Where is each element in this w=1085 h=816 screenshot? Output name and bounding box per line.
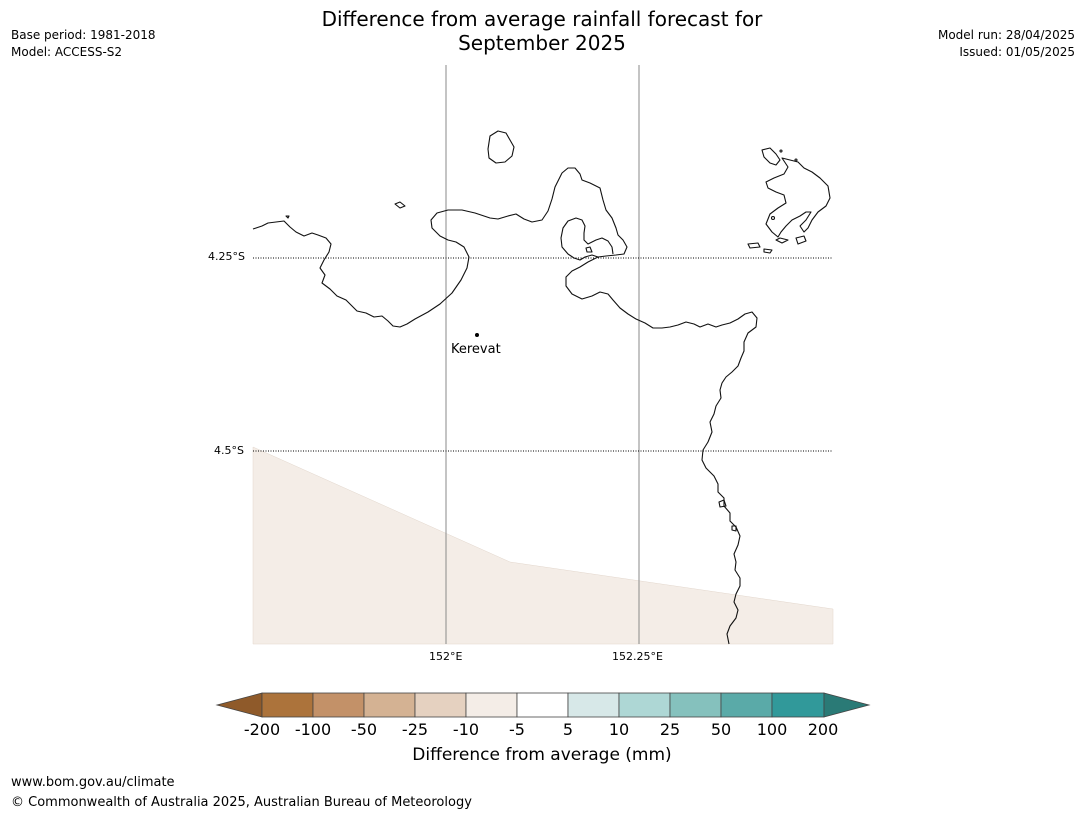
colorbar-bin-4 — [414, 692, 467, 718]
title-line-1: Difference from average rainfall forecas… — [321, 7, 763, 31]
colorbar-tick: 100 — [756, 720, 788, 739]
colorbar-tick: 200 — [807, 720, 839, 739]
colorbar-tick: 10 — [608, 720, 630, 739]
colorbar-extend-low — [215, 692, 263, 718]
colorbar-tick: -100 — [294, 720, 332, 739]
colorbar-tick: 50 — [710, 720, 732, 739]
colorbar-tick: 25 — [659, 720, 681, 739]
meta-left: Base period: 1981-2018 Model: ACCESS-S2 — [11, 27, 156, 61]
colorbar-extend-high — [823, 692, 871, 718]
colorbar-bin-7 — [567, 692, 620, 718]
issued-text: Issued: 01/05/2025 — [959, 45, 1075, 59]
copyright-text: © Commonwealth of Australia 2025, Austra… — [11, 795, 472, 810]
colorbar-tick: -200 — [243, 720, 281, 739]
colorbar-tick: -5 — [509, 720, 525, 739]
colorbar-bin-3 — [363, 692, 416, 718]
colorbar-bin-2 — [312, 692, 365, 718]
kerevat-marker — [475, 333, 479, 337]
colorbar-bin-9 — [669, 692, 722, 718]
lon-label-152e: 152°E — [429, 650, 463, 663]
coastline — [252, 130, 831, 645]
lon-label-152-25e: 152.25°E — [612, 650, 663, 663]
map-title: Difference from average rainfall forecas… — [292, 7, 792, 55]
colorbar-bin-5 — [465, 692, 518, 718]
colorbar-bin-8 — [618, 692, 671, 718]
lat-label-4-5s: 4.5°S — [214, 444, 244, 457]
colorbar-tick: -50 — [350, 720, 378, 739]
colorbar-tick: 5 — [562, 720, 574, 739]
place-label-kerevat: Kerevat — [451, 342, 501, 357]
meta-right: Model run: 28/04/2025 Issued: 01/05/2025 — [938, 27, 1075, 61]
colorbar — [215, 692, 871, 718]
bom-climate-link[interactable]: www.bom.gov.au/climate — [11, 775, 175, 790]
colorbar-label: Difference from average (mm) — [412, 745, 672, 765]
forecast-shading-area — [252, 446, 834, 645]
base-period-text: Base period: 1981-2018 — [11, 28, 156, 42]
model-run-text: Model run: 28/04/2025 — [937, 28, 1075, 42]
lat-label-4-25s: 4.25°S — [208, 250, 245, 263]
colorbar-bin-6 — [516, 692, 569, 718]
title-line-2: September 2025 — [458, 31, 626, 55]
model-text: Model: ACCESS-S2 — [11, 45, 123, 59]
colorbar-tick: -10 — [452, 720, 480, 739]
colorbar-bin-11 — [771, 692, 825, 718]
colorbar-bin-10 — [720, 692, 773, 718]
colorbar-bin-1 — [261, 692, 314, 718]
colorbar-tick: -25 — [401, 720, 429, 739]
